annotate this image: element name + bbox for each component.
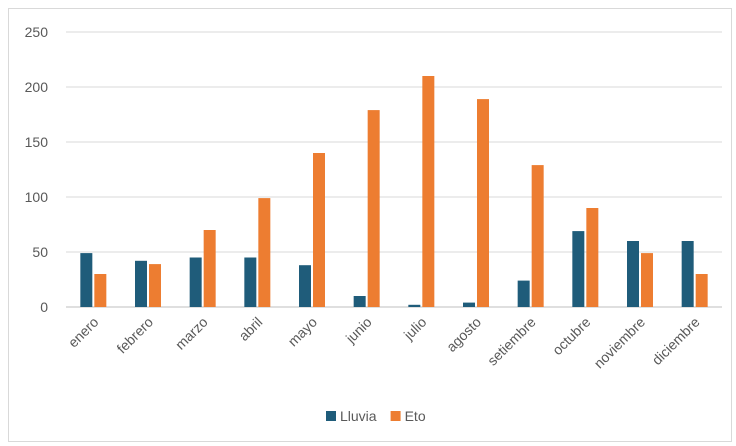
y-axis: 0 50 100 150 200 250 bbox=[25, 24, 49, 315]
gridlines bbox=[66, 31, 722, 308]
bar-eto-noviembre bbox=[641, 253, 653, 307]
bar-eto-julio bbox=[422, 76, 435, 307]
bar-lluvia-abril bbox=[244, 257, 257, 307]
x-tick-label: abril bbox=[235, 314, 265, 344]
x-tick-label: noviembre bbox=[591, 314, 649, 372]
y-tick-label: 0 bbox=[40, 299, 48, 315]
legend: Lluvia Eto bbox=[326, 408, 426, 424]
bar-eto-abril bbox=[258, 198, 271, 307]
bar-lluvia-julio bbox=[408, 304, 421, 307]
x-tick-label: enero bbox=[65, 314, 102, 351]
x-tick-label: marzo bbox=[172, 314, 211, 353]
legend-label-lluvia: Lluvia bbox=[340, 408, 377, 424]
bar-eto-marzo bbox=[203, 230, 216, 307]
bar-eto-mayo bbox=[313, 153, 325, 307]
y-tick-label: 200 bbox=[25, 79, 49, 95]
bar-lluvia-junio bbox=[353, 296, 366, 307]
bar-lluvia-setiembre bbox=[517, 280, 530, 307]
y-tick-label: 150 bbox=[25, 134, 49, 150]
bar-lluvia-marzo bbox=[189, 257, 202, 307]
legend-swatch-lluvia bbox=[326, 411, 336, 421]
x-tick-label: setiembre bbox=[484, 314, 539, 369]
x-tick-label: octubre bbox=[549, 314, 593, 358]
x-tick-label: mayo bbox=[285, 314, 321, 350]
bar-eto-diciembre bbox=[695, 274, 708, 307]
bar-lluvia-noviembre bbox=[627, 241, 639, 307]
x-tick-label: julio bbox=[400, 314, 430, 344]
x-tick-label: febrero bbox=[113, 314, 156, 357]
y-tick-label: 50 bbox=[32, 244, 48, 260]
x-tick-label: junio bbox=[342, 314, 375, 347]
bar-lluvia-octubre bbox=[572, 231, 585, 307]
bar-lluvia-mayo bbox=[299, 265, 311, 307]
y-tick-label: 250 bbox=[25, 24, 49, 40]
bar-lluvia-agosto bbox=[463, 302, 475, 307]
bar-eto-octubre bbox=[586, 208, 599, 307]
bar-lluvia-febrero bbox=[135, 260, 147, 307]
x-tick-label: agosto bbox=[443, 314, 484, 355]
bar-eto-junio bbox=[367, 110, 380, 307]
bar-lluvia-diciembre bbox=[681, 241, 694, 307]
x-tick-label: diciembre bbox=[649, 314, 703, 368]
bar-eto-febrero bbox=[149, 264, 161, 307]
bar-eto-agosto bbox=[477, 99, 489, 307]
x-axis: enero febrero marzo abril mayo junio julio agos… bbox=[65, 314, 703, 372]
legend-label-eto: Eto bbox=[405, 408, 426, 424]
bars bbox=[80, 76, 708, 307]
bar-eto-setiembre bbox=[531, 165, 544, 307]
bar-eto-enero bbox=[94, 274, 107, 307]
bar-lluvia-enero bbox=[80, 253, 93, 307]
y-tick-label: 100 bbox=[25, 189, 49, 205]
legend-swatch-eto bbox=[390, 411, 401, 421]
